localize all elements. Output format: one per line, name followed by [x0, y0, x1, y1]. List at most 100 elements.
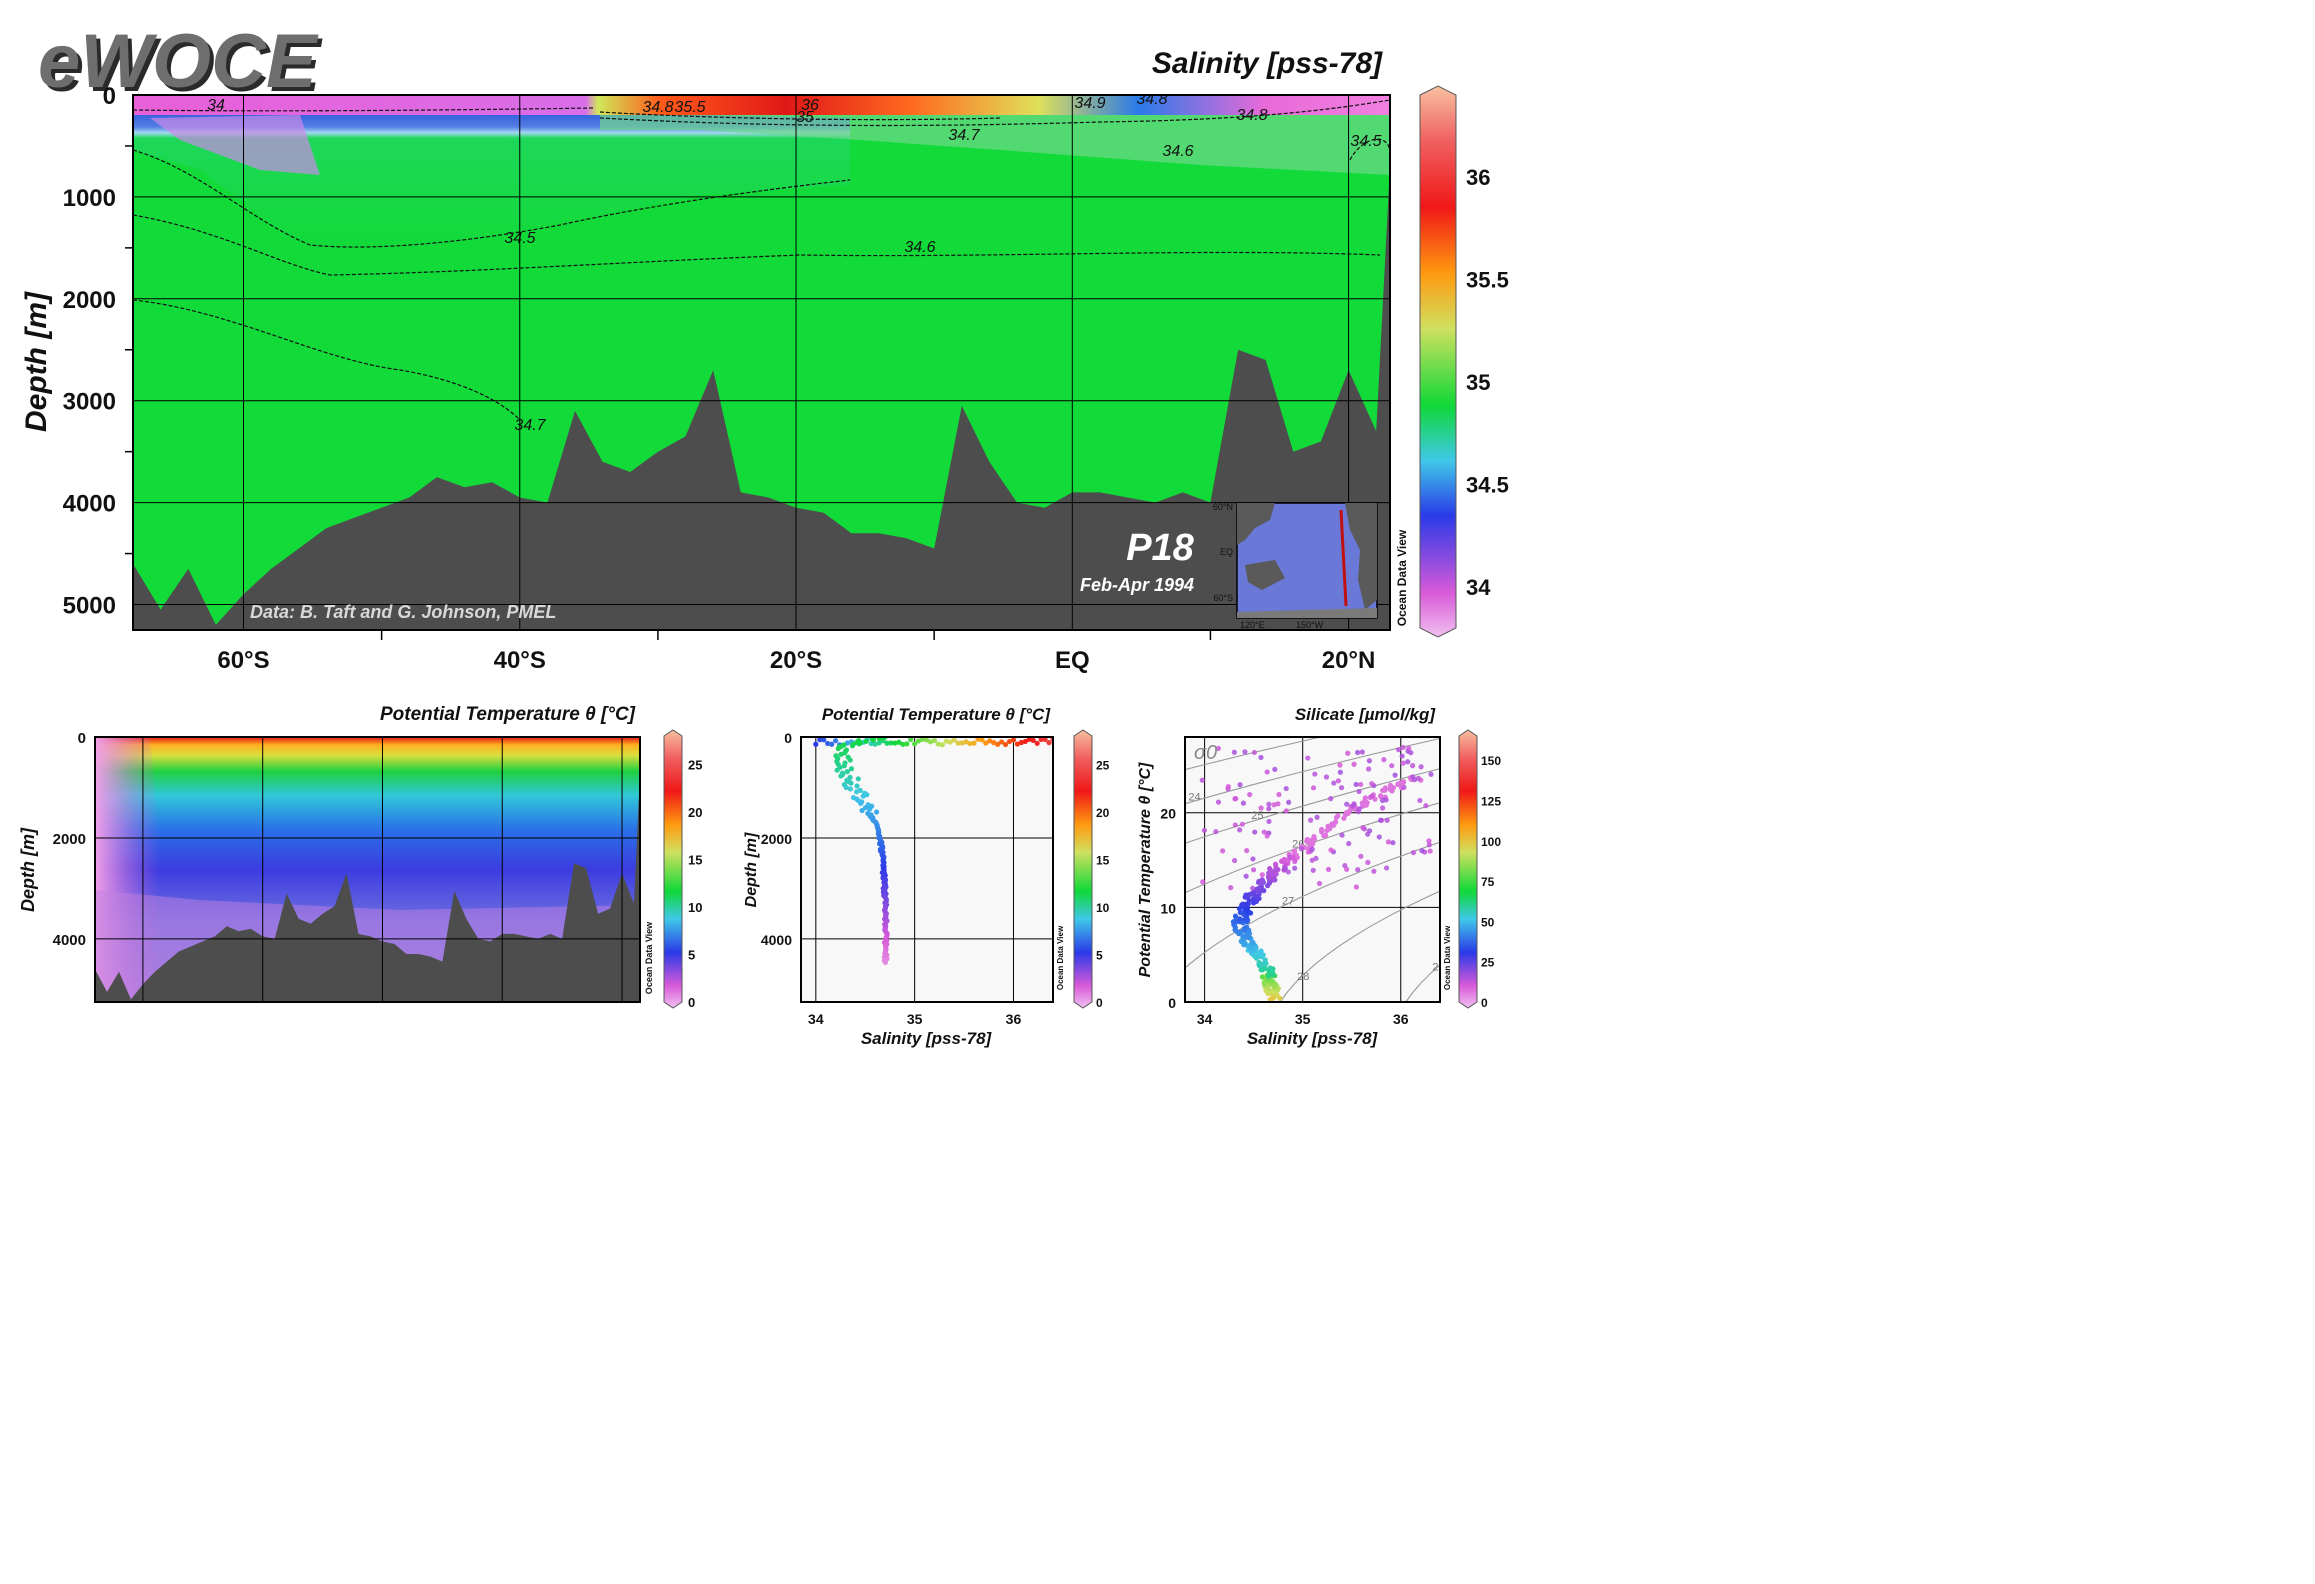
- ts-point: [1410, 763, 1415, 768]
- colorbar-tick-label: 50: [1481, 915, 1495, 929]
- y-axis-label: Depth [m]: [20, 291, 53, 432]
- colorbar-tick-label: 10: [1096, 901, 1110, 915]
- ts-point: [1213, 829, 1218, 834]
- ts-point: [1245, 934, 1250, 939]
- ts-point: [1272, 767, 1277, 772]
- profile-point: [904, 741, 909, 746]
- ts-point: [1258, 755, 1263, 760]
- y-tick-labels: 0 2000 4000: [53, 730, 86, 949]
- ts-point: [1232, 750, 1237, 755]
- ts-point: [1423, 803, 1428, 808]
- profile-point: [833, 738, 838, 743]
- colorbar-tick-label: 0: [1481, 996, 1488, 1010]
- ts-point: [1346, 841, 1351, 846]
- y-tick-label: 1000: [63, 185, 116, 212]
- ts-point: [1353, 782, 1358, 787]
- ts-point: [1292, 866, 1297, 871]
- ts-point: [1345, 751, 1350, 756]
- y-tick-label: 0: [1168, 995, 1176, 1011]
- sigma-label: σ0: [1194, 742, 1217, 764]
- profile-point: [883, 960, 888, 965]
- profile-point: [850, 743, 855, 748]
- ts-point: [1428, 772, 1433, 777]
- colorbar-tick-label: 150: [1481, 754, 1501, 768]
- contour-label: 34.8: [642, 99, 673, 116]
- x-tick-labels: 34 35 36: [808, 1011, 1021, 1027]
- ts-point: [1272, 802, 1277, 807]
- colorbar-tick-label: 5: [688, 948, 695, 963]
- ts-point: [1410, 774, 1415, 779]
- ts-point: [1259, 879, 1264, 884]
- colorbar-tick-labels: 0 5 10 15 20 25: [1096, 759, 1110, 1011]
- ts-point: [1426, 838, 1431, 843]
- ts-point: [1428, 848, 1433, 853]
- chart-title: Potential Temperature θ [°C]: [380, 704, 636, 725]
- ts-point: [1365, 860, 1370, 865]
- contour-label: 34.6: [1162, 143, 1193, 160]
- contour-label: 35.5: [674, 99, 705, 116]
- colorbar-tick-labels: 0 5 10 15 20 25: [688, 758, 702, 1011]
- colorbar-tick-label: 75: [1481, 875, 1495, 889]
- ts-point: [1386, 839, 1391, 844]
- ts-point: [1266, 819, 1271, 824]
- ts-point: [1251, 867, 1256, 872]
- surface-band: [133, 95, 1390, 115]
- colorbar-tick-label: 20: [688, 805, 702, 820]
- ts-point: [1266, 806, 1271, 811]
- ts-point: [1390, 840, 1395, 845]
- ts-point: [1321, 833, 1326, 838]
- ts-point: [1258, 948, 1263, 953]
- ts-point: [1328, 847, 1333, 852]
- colorbar-tick-label: 10: [688, 900, 702, 915]
- ts-point: [1378, 793, 1383, 798]
- isopycnal-label: 24: [1188, 791, 1200, 803]
- ts-point: [1401, 761, 1406, 766]
- contour-label: 34: [207, 97, 225, 114]
- ts-point: [1331, 780, 1336, 785]
- profile-point: [1011, 737, 1016, 742]
- ts-point: [1248, 945, 1253, 950]
- ts-point: [1220, 848, 1225, 853]
- x-tick-labels: 34 35 36: [1197, 1011, 1409, 1027]
- x-tick-label: 20°N: [1322, 647, 1376, 674]
- contour-label: 34.5: [1350, 133, 1381, 150]
- watermark: Ocean Data View: [1443, 925, 1452, 990]
- ts-point: [1388, 783, 1393, 788]
- ts-point: [1369, 794, 1374, 799]
- y-tick-label: 10: [1160, 900, 1176, 916]
- profile-point: [845, 769, 850, 774]
- ts-point: [1252, 829, 1257, 834]
- ts-point: [1282, 866, 1287, 871]
- ts-point: [1380, 805, 1385, 810]
- profile-point: [854, 783, 859, 788]
- y-tick-label: 4000: [63, 491, 116, 518]
- x-tick-label: 35: [907, 1011, 923, 1027]
- x-tick-label: 36: [1393, 1011, 1409, 1027]
- ts-point: [1324, 774, 1329, 779]
- y-axis-label: Depth [m]: [743, 832, 760, 907]
- ts-point: [1416, 776, 1421, 781]
- ts-point: [1317, 881, 1322, 886]
- ts-point: [1365, 832, 1370, 837]
- ts-point: [1358, 782, 1363, 787]
- ts-point: [1417, 798, 1422, 803]
- inset-label: 150°W: [1296, 620, 1324, 630]
- ts-point: [1314, 815, 1319, 820]
- inset-label: 60°N: [1213, 502, 1233, 512]
- ts-point: [1286, 800, 1291, 805]
- ts-point: [1284, 808, 1289, 813]
- profile-point: [940, 742, 945, 747]
- ts-point: [1384, 865, 1389, 870]
- ts-point: [1344, 802, 1349, 807]
- ts-point: [1343, 812, 1348, 817]
- ts-point: [1299, 846, 1304, 851]
- ts-point: [1389, 788, 1394, 793]
- y-tick-label: 3000: [63, 389, 116, 416]
- profile-point: [871, 737, 876, 742]
- ts-point: [1351, 762, 1356, 767]
- contour-label: 34.6: [904, 239, 935, 256]
- profile-point: [848, 786, 853, 791]
- x-tick-label: 34: [808, 1011, 824, 1027]
- inset-map: 60°N EQ 60°S 120°E 150°W: [1213, 502, 1377, 630]
- ts-point: [1393, 773, 1398, 778]
